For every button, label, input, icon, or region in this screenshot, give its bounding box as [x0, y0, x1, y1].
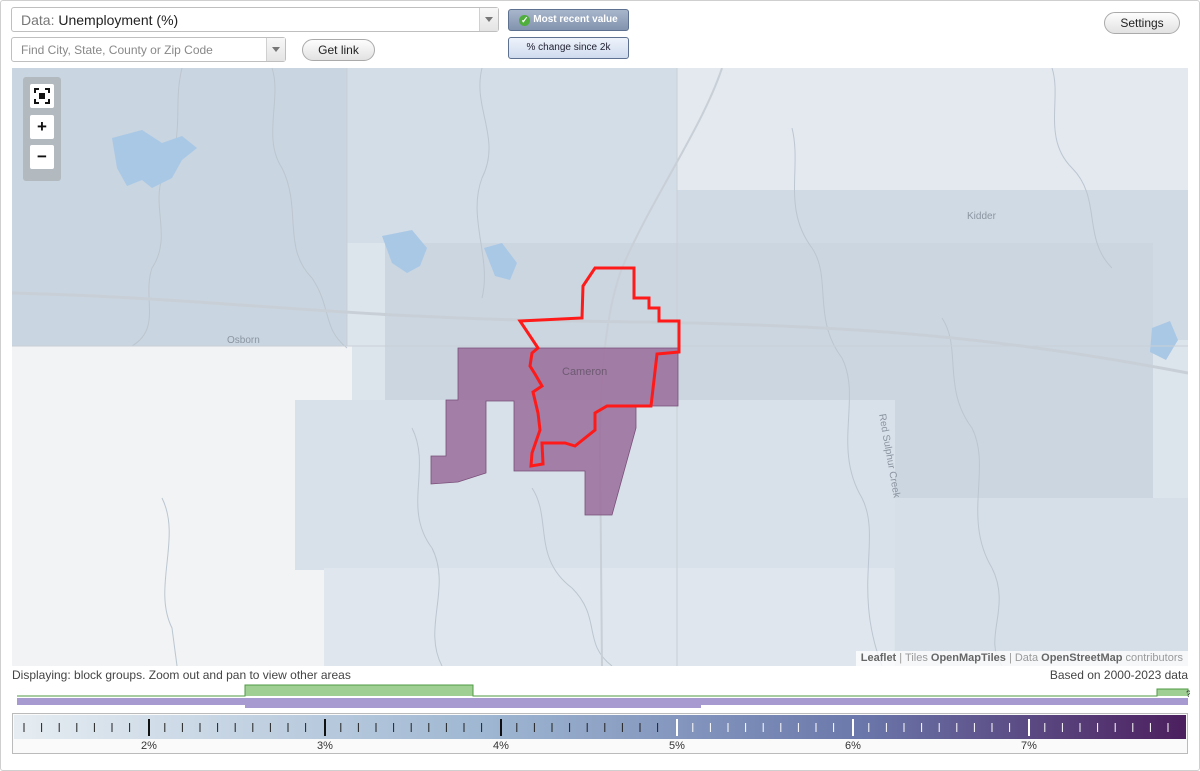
search-dropdown-icon[interactable] — [266, 38, 285, 61]
data-select-label: Data: Unemployment (%) — [21, 12, 179, 28]
zoom-out-button[interactable]: − — [30, 145, 54, 169]
tract-shade-far-south — [324, 568, 894, 666]
histogram-green-series — [17, 684, 1189, 697]
openstreetmap-link[interactable]: OpenStreetMap — [1041, 652, 1123, 664]
data-select[interactable]: Data: Unemployment (%) — [11, 7, 499, 32]
zoom-controls: + − — [23, 77, 61, 181]
most-recent-value-toggle[interactable]: ✓ Most recent value — [508, 9, 629, 31]
histogram-unknown-marker: ? — [1186, 689, 1190, 699]
histogram-purple-extension — [245, 705, 701, 708]
selected-area-outline — [517, 266, 681, 468]
fullscreen-icon[interactable] — [30, 84, 54, 108]
check-icon: ✓ — [519, 15, 531, 26]
displaying-status: Displaying: block groups. Zoom out and p… — [12, 668, 351, 682]
distribution-histogram: ? — [17, 684, 1190, 708]
chevron-down-icon[interactable] — [479, 8, 498, 31]
place-label-cameron: Cameron — [562, 366, 608, 378]
zoom-in-button[interactable]: + — [30, 115, 54, 139]
waterways — [131, 68, 1113, 666]
openmaptiles-link[interactable]: OpenMapTiles — [930, 652, 1006, 664]
county-shade-ne — [677, 68, 1188, 190]
leaflet-link[interactable]: Leaflet — [860, 652, 897, 664]
color-scale-legend: 2% 3% 4% 5% 6% 7% — [12, 713, 1188, 754]
legend-label-4: 4% — [493, 740, 509, 752]
legend-label-6: 6% — [845, 740, 861, 752]
percent-change-toggle[interactable]: % change since 2k — [508, 37, 629, 59]
lakes — [112, 130, 1178, 360]
map-canvas — [12, 68, 1188, 666]
county-shade-nw — [12, 68, 347, 346]
data-range-status: Based on 2000-2023 data — [1049, 668, 1188, 682]
county-shade-n — [347, 68, 677, 243]
legend-label-7: 7% — [1021, 740, 1037, 752]
get-link-button[interactable]: Get link — [302, 39, 375, 61]
settings-button[interactable]: Settings — [1104, 12, 1180, 34]
legend-gradient-bar — [14, 715, 1186, 739]
map-view[interactable]: Kidder Osborn Cameron Red Sulphur Creek … — [12, 68, 1188, 666]
legend-label-3: 3% — [317, 740, 333, 752]
legend-label-2: 2% — [141, 740, 157, 752]
legend-ticks — [23, 719, 1169, 736]
place-label-osborn: Osborn — [227, 335, 260, 346]
place-label-kidder: Kidder — [967, 211, 996, 222]
location-search[interactable] — [11, 37, 286, 62]
histogram-purple-series — [17, 698, 1188, 705]
map-attribution: Leaflet | Tiles OpenMapTiles | Data Open… — [855, 651, 1188, 666]
legend-label-5: 5% — [669, 740, 685, 752]
legend-gradient — [14, 715, 1186, 739]
tract-shade-se — [895, 498, 1188, 666]
search-input[interactable] — [12, 38, 264, 61]
